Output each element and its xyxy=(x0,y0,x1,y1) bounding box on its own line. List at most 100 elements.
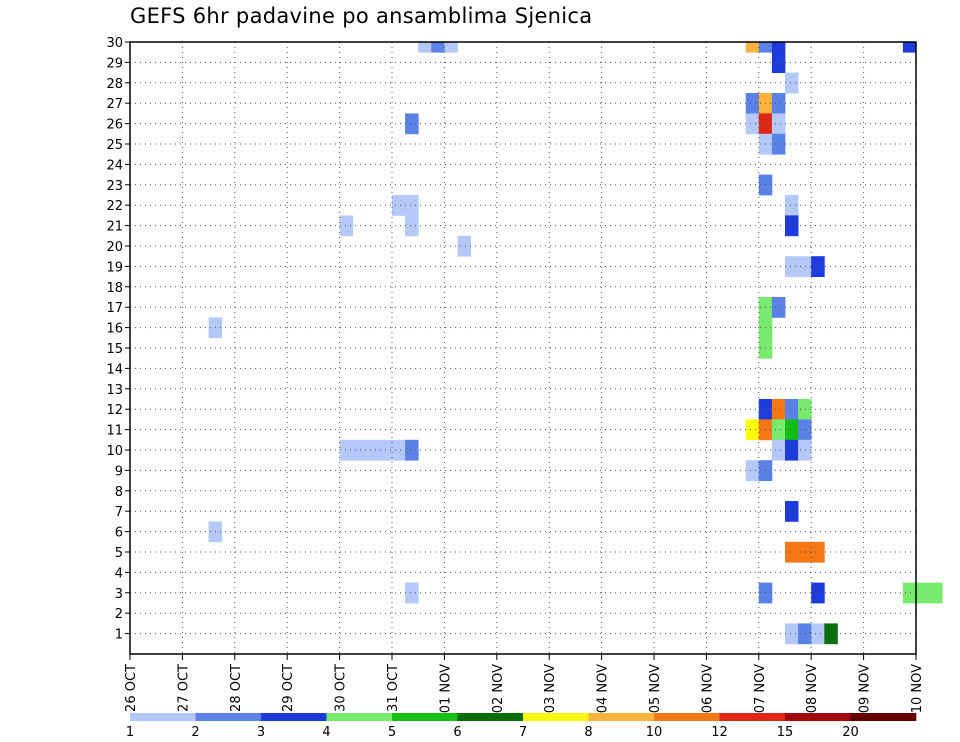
heatmap-cell xyxy=(811,256,825,277)
x-axis: 26 OCT 27 OCT 28 OCT 29 OCT 30 OCT 31 OCT 01 N… xyxy=(124,654,925,713)
heatmap-cell xyxy=(785,623,799,645)
colorbar-label: 12 xyxy=(711,725,728,740)
colorbar-label: 20 xyxy=(842,725,859,740)
colorbar-label: 7 xyxy=(519,725,527,740)
heatmap-cell xyxy=(771,93,786,114)
colorbar-swatch xyxy=(523,713,589,721)
x-tick-label: 29 OCT xyxy=(281,664,296,712)
heatmap-cell xyxy=(798,256,812,277)
dotted-grid xyxy=(130,42,916,654)
heatmap-cell xyxy=(902,42,917,53)
heatmap-cell xyxy=(785,72,799,94)
heatmap-cell xyxy=(811,623,825,645)
heatmap-cell xyxy=(811,541,825,563)
colorbar-label: 5 xyxy=(388,725,396,740)
heatmap-cell xyxy=(392,195,406,216)
y-tick-label: 12 xyxy=(106,403,123,418)
heatmap-cell xyxy=(457,235,471,257)
heatmap-cell xyxy=(431,42,445,53)
colorbar-swatch xyxy=(261,713,327,721)
heatmap-cell xyxy=(902,582,917,604)
heatmap-cell xyxy=(798,399,812,420)
x-tick-label: 01 NOV xyxy=(438,664,453,713)
y-tick-label: 9 xyxy=(115,464,123,479)
x-tick-label: 31 OCT xyxy=(386,664,401,712)
colorbar-label: 4 xyxy=(322,725,330,740)
heatmap-cell xyxy=(771,399,786,420)
x-tick-label: 02 NOV xyxy=(491,664,506,713)
chart-title: GEFS 6hr padavine po ansamblima Sjenica xyxy=(130,4,593,28)
heatmap-cell xyxy=(785,399,799,420)
heatmap-cell xyxy=(339,215,354,237)
y-tick-label: 4 xyxy=(115,566,123,581)
colorbar-swatch xyxy=(392,713,458,721)
heatmap-cell xyxy=(758,42,773,53)
heatmap-cell xyxy=(745,419,760,441)
y-tick-label: 8 xyxy=(115,485,123,500)
y-tick-label: 23 xyxy=(106,179,123,194)
heatmap-cell xyxy=(405,113,419,135)
heatmap-cell xyxy=(811,582,825,604)
heatmap-cell xyxy=(785,501,799,522)
y-tick-label: 25 xyxy=(106,138,123,153)
y-tick-label: 16 xyxy=(106,322,123,337)
heatmap-cell xyxy=(444,42,458,53)
x-tick-label: 10 NOV xyxy=(910,664,925,713)
colorbar-label: 2 xyxy=(191,725,199,740)
colorbar-label: 10 xyxy=(646,725,663,740)
heatmap-cell xyxy=(745,42,760,53)
y-tick-label: 27 xyxy=(106,97,123,112)
y-tick-label: 22 xyxy=(106,199,123,214)
y-tick-label: 11 xyxy=(106,424,123,439)
heatmap-cell xyxy=(798,541,812,563)
y-tick-label: 10 xyxy=(106,444,123,459)
x-tick-label: 06 NOV xyxy=(700,664,715,713)
y-tick-label: 29 xyxy=(106,56,123,71)
y-tick-label: 18 xyxy=(106,281,123,296)
heatmap-cell xyxy=(798,419,812,441)
heatmap-cell xyxy=(365,439,380,461)
x-tick-label: 09 NOV xyxy=(858,664,873,713)
heatmap-cell xyxy=(392,439,406,461)
heatmap-cell xyxy=(929,582,943,604)
heatmap-cells xyxy=(208,42,943,645)
heatmap-cell xyxy=(916,582,930,604)
x-tick-label: 27 OCT xyxy=(176,664,191,712)
y-tick-label: 20 xyxy=(106,240,123,255)
heatmap-cell xyxy=(771,52,786,73)
x-tick-label: 07 NOV xyxy=(753,664,768,713)
heatmap-cell xyxy=(405,439,419,461)
colorbar-swatch xyxy=(785,713,851,721)
heatmap-cell xyxy=(771,439,786,461)
y-tick-label: 2 xyxy=(115,607,123,622)
y-tick-label: 15 xyxy=(106,342,123,357)
heatmap-cell xyxy=(352,439,367,461)
heatmap-cell xyxy=(405,215,419,237)
heatmap-cell xyxy=(785,541,799,563)
heatmap-cell xyxy=(771,297,786,318)
heatmap-cell xyxy=(418,42,432,53)
heatmap-cell xyxy=(405,582,419,604)
y-tick-label: 6 xyxy=(115,526,123,541)
heatmap-cell xyxy=(785,195,799,216)
y-tick-label: 5 xyxy=(115,546,123,561)
y-tick-label: 1 xyxy=(115,628,123,643)
y-tick-label: 14 xyxy=(106,362,123,377)
heatmap-cell xyxy=(785,419,799,441)
heatmap-cell xyxy=(771,419,786,441)
x-tick-label: 28 OCT xyxy=(229,664,244,712)
heatmap-cell xyxy=(339,439,354,461)
heatmap-cell xyxy=(405,195,419,216)
heatmap-cell xyxy=(798,623,812,645)
heatmap-cell xyxy=(745,113,760,135)
heatmap-cell xyxy=(745,93,760,114)
heatmap-cell xyxy=(785,215,799,237)
colorbar-label: 8 xyxy=(584,725,592,740)
y-tick-label: 26 xyxy=(106,118,123,133)
y-tick-label: 28 xyxy=(106,77,123,92)
y-tick-label: 17 xyxy=(106,301,123,316)
heatmap-cell xyxy=(824,623,838,645)
colorbar-swatch xyxy=(850,713,917,721)
y-tick-label: 13 xyxy=(106,383,123,398)
